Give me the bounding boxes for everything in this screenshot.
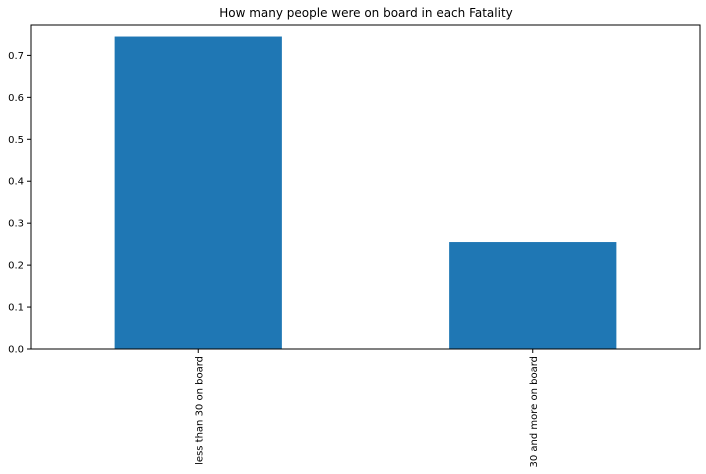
axes-frame	[30, 24, 701, 350]
y-tick-label-7: 0.7	[8, 51, 24, 62]
y-tick-label-2: 0.2	[8, 261, 24, 272]
x-tick-label-1: 30 and more on board	[529, 356, 540, 468]
bar-1	[449, 242, 617, 349]
y-tick-label-1: 0.1	[8, 303, 24, 314]
y-tick-label-4: 0.4	[8, 177, 24, 188]
plot-area: less than 30 on board 30 and more on boar…	[8, 24, 701, 468]
y-tick-label-6: 0.6	[8, 93, 24, 104]
y-tick-label-0: 0.0	[8, 345, 24, 356]
chart-title: How many people were on board in each Fa…	[219, 6, 513, 20]
y-tick-label-5: 0.5	[8, 135, 24, 146]
bar-0	[114, 36, 282, 349]
x-tick-label-0: less than 30 on board	[194, 356, 205, 465]
y-tick-label-3: 0.3	[8, 219, 24, 230]
